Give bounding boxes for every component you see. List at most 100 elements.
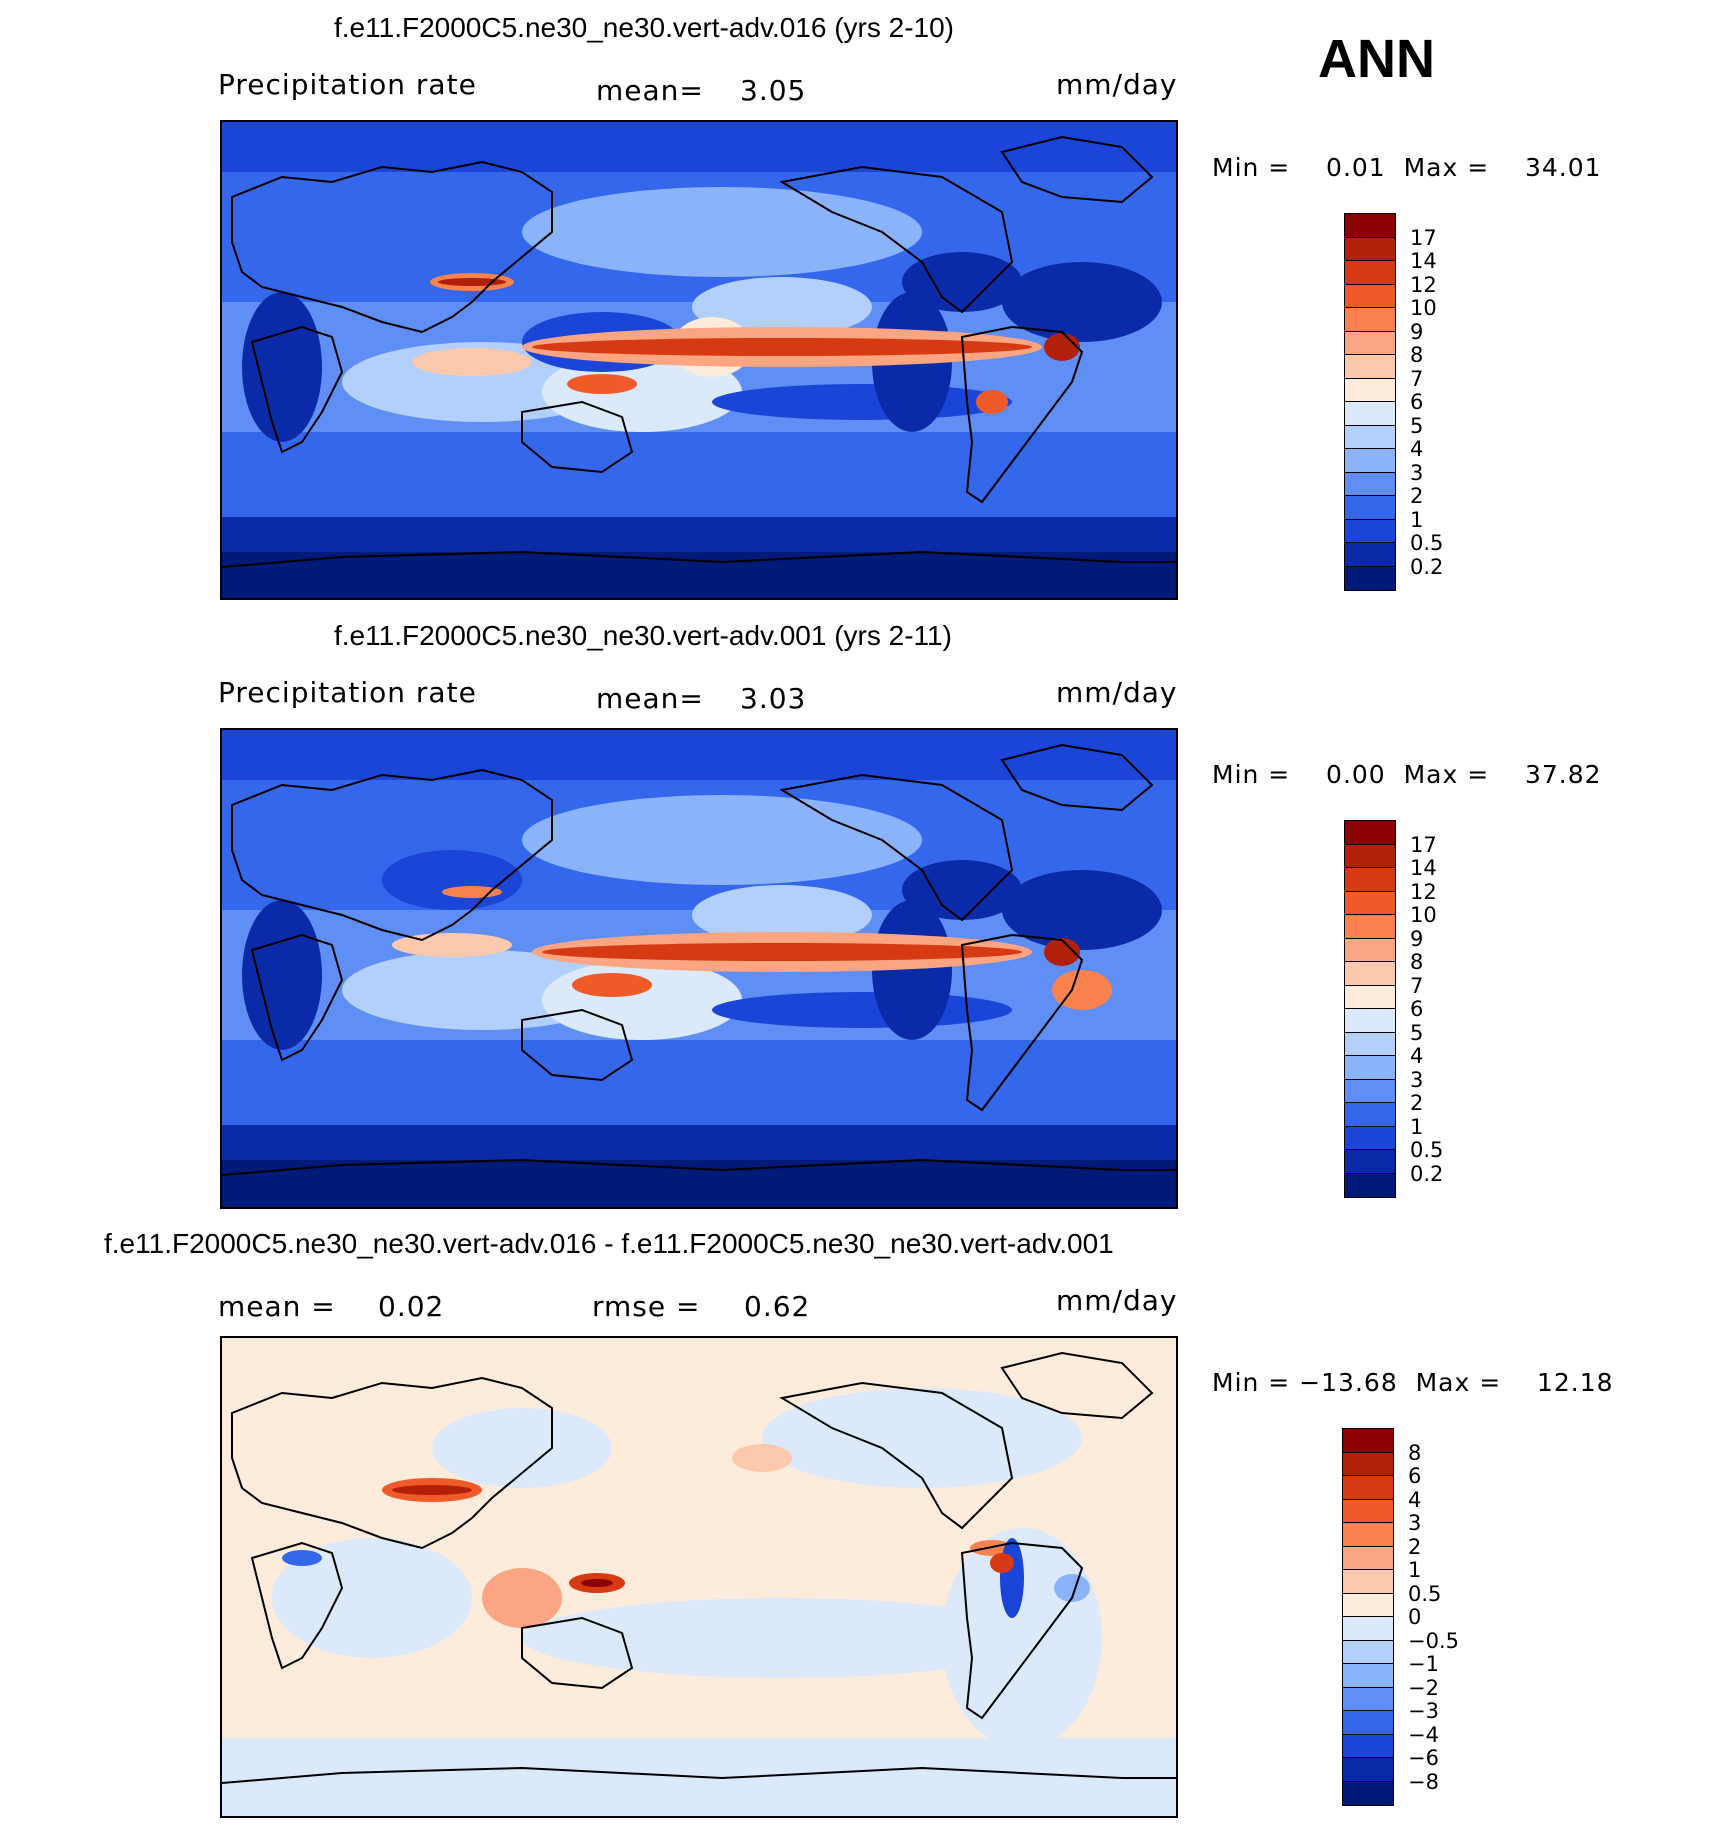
- panel-1-map: [220, 120, 1178, 600]
- panel-1-min-max: Min = 0.01 Max = 34.01: [1212, 153, 1602, 182]
- colorbar-box: [1343, 1711, 1393, 1735]
- colorbar-box: [1343, 1523, 1393, 1547]
- colorbar-label: 12: [1410, 272, 1437, 297]
- colorbar-box: [1345, 214, 1395, 238]
- colorbar-box: [1343, 1476, 1393, 1500]
- colorbar-label: 2: [1408, 1534, 1422, 1559]
- colorbar-label: −4: [1408, 1722, 1439, 1747]
- colorbar-label: 6: [1408, 1464, 1422, 1488]
- panel-3-rmse-label: rmse =: [592, 1290, 701, 1323]
- colorbar-label: 0.5: [1408, 1581, 1442, 1606]
- colorbar-label: 8: [1410, 343, 1424, 367]
- colorbar-label: 8: [1410, 950, 1424, 974]
- colorbar-label: 5: [1410, 1020, 1424, 1045]
- colorbar-label: −1: [1408, 1652, 1439, 1676]
- colorbar-box: [1345, 237, 1395, 261]
- colorbar-box: [1345, 308, 1395, 332]
- colorbar-box: [1345, 566, 1395, 590]
- colorbar-box: [1345, 472, 1395, 496]
- panel-1-mean-label: mean=: [596, 74, 704, 107]
- colorbar-label: 4: [1408, 1487, 1422, 1512]
- panel-3-colorbar: [1342, 1428, 1394, 1806]
- colorbar-box: [1345, 1056, 1395, 1080]
- panel-2-min-max: Min = 0.00 Max = 37.82: [1212, 760, 1602, 789]
- colorbar-label: 6: [1410, 390, 1424, 414]
- panel-2-mean-label: mean=: [596, 682, 704, 715]
- panel-3-map: [220, 1336, 1178, 1818]
- colorbar-box: [1345, 543, 1395, 567]
- panel-3-min-max: Min = −13.68 Max = 12.18: [1212, 1368, 1614, 1397]
- colorbar-label: 4: [1410, 437, 1424, 461]
- colorbar-label: 14: [1410, 856, 1437, 880]
- colorbar-label: 6: [1410, 997, 1424, 1021]
- colorbar-label: 17: [1410, 832, 1437, 857]
- colorbar-label: 0.5: [1410, 531, 1444, 555]
- colorbar-label: 1: [1410, 1114, 1424, 1139]
- colorbar-label: 3: [1410, 460, 1424, 485]
- colorbar-box: [1345, 402, 1395, 426]
- colorbar-label: 1: [1408, 1558, 1422, 1582]
- season-label: ANN: [1318, 29, 1435, 89]
- colorbar-label: 1: [1410, 507, 1424, 532]
- colorbar-label: 10: [1410, 296, 1437, 320]
- colorbar-box: [1345, 868, 1395, 892]
- colorbar-label: 4: [1410, 1044, 1424, 1068]
- colorbar-box: [1343, 1640, 1393, 1664]
- colorbar-box: [1345, 449, 1395, 473]
- colorbar-label: 3: [1410, 1067, 1424, 1092]
- colorbar-label: −0.5: [1408, 1628, 1459, 1653]
- colorbar-label: 17: [1410, 225, 1437, 250]
- colorbar-box: [1345, 844, 1395, 868]
- colorbar-label: −2: [1408, 1675, 1439, 1700]
- colorbar-label: −8: [1408, 1769, 1439, 1794]
- colorbar-box: [1345, 378, 1395, 402]
- colorbar-label: 3: [1408, 1511, 1422, 1535]
- colorbar-box: [1345, 891, 1395, 915]
- panel-2-variable: Precipitation rate: [218, 676, 477, 709]
- panel-3-map-graphic: [222, 1338, 1176, 1816]
- colorbar-box: [1345, 1032, 1395, 1056]
- colorbar-box: [1345, 425, 1395, 449]
- panel-1-units: mm/day: [1056, 68, 1178, 101]
- colorbar-label: −3: [1408, 1699, 1439, 1723]
- colorbar-box: [1343, 1734, 1393, 1758]
- colorbar-box: [1345, 331, 1395, 355]
- panel-1-map-graphic: [222, 122, 1176, 598]
- colorbar-box: [1345, 1173, 1395, 1197]
- colorbar-box: [1343, 1593, 1393, 1617]
- colorbar-box: [1345, 915, 1395, 939]
- colorbar-label: 0.2: [1410, 1161, 1444, 1186]
- colorbar-label: 0.2: [1410, 554, 1444, 579]
- colorbar-label: 7: [1410, 366, 1424, 391]
- colorbar-box: [1343, 1687, 1393, 1711]
- panel-3-units: mm/day: [1056, 1284, 1178, 1317]
- colorbar-box: [1345, 284, 1395, 308]
- colorbar-box: [1345, 938, 1395, 962]
- colorbar-label: 2: [1410, 484, 1424, 508]
- colorbar-box: [1345, 962, 1395, 986]
- colorbar-box: [1343, 1617, 1393, 1641]
- colorbar-box: [1343, 1781, 1393, 1805]
- colorbar-box: [1345, 1009, 1395, 1033]
- colorbar-label: 8: [1408, 1440, 1422, 1465]
- colorbar-label: 9: [1410, 319, 1424, 344]
- colorbar-label: 10: [1410, 903, 1437, 927]
- colorbar-label: 0: [1408, 1605, 1422, 1629]
- colorbar-box: [1345, 355, 1395, 379]
- panel-2-colorbar: [1344, 820, 1396, 1198]
- colorbar-label: 5: [1410, 413, 1424, 438]
- colorbar-box: [1343, 1758, 1393, 1782]
- colorbar-box: [1345, 1103, 1395, 1127]
- colorbar-box: [1345, 985, 1395, 1009]
- panel-2-units: mm/day: [1056, 676, 1178, 709]
- colorbar-box: [1345, 821, 1395, 845]
- colorbar-label: 2: [1410, 1091, 1424, 1115]
- panel-3-mean-label: mean =: [218, 1290, 336, 1323]
- colorbar-box: [1343, 1452, 1393, 1476]
- colorbar-box: [1345, 1126, 1395, 1150]
- colorbar-label: 7: [1410, 973, 1424, 998]
- panel-1-mean-value: 3.05: [740, 74, 807, 107]
- colorbar-label: 12: [1410, 879, 1437, 904]
- colorbar-label: −6: [1408, 1746, 1439, 1770]
- panel-2-map-graphic: [222, 730, 1176, 1207]
